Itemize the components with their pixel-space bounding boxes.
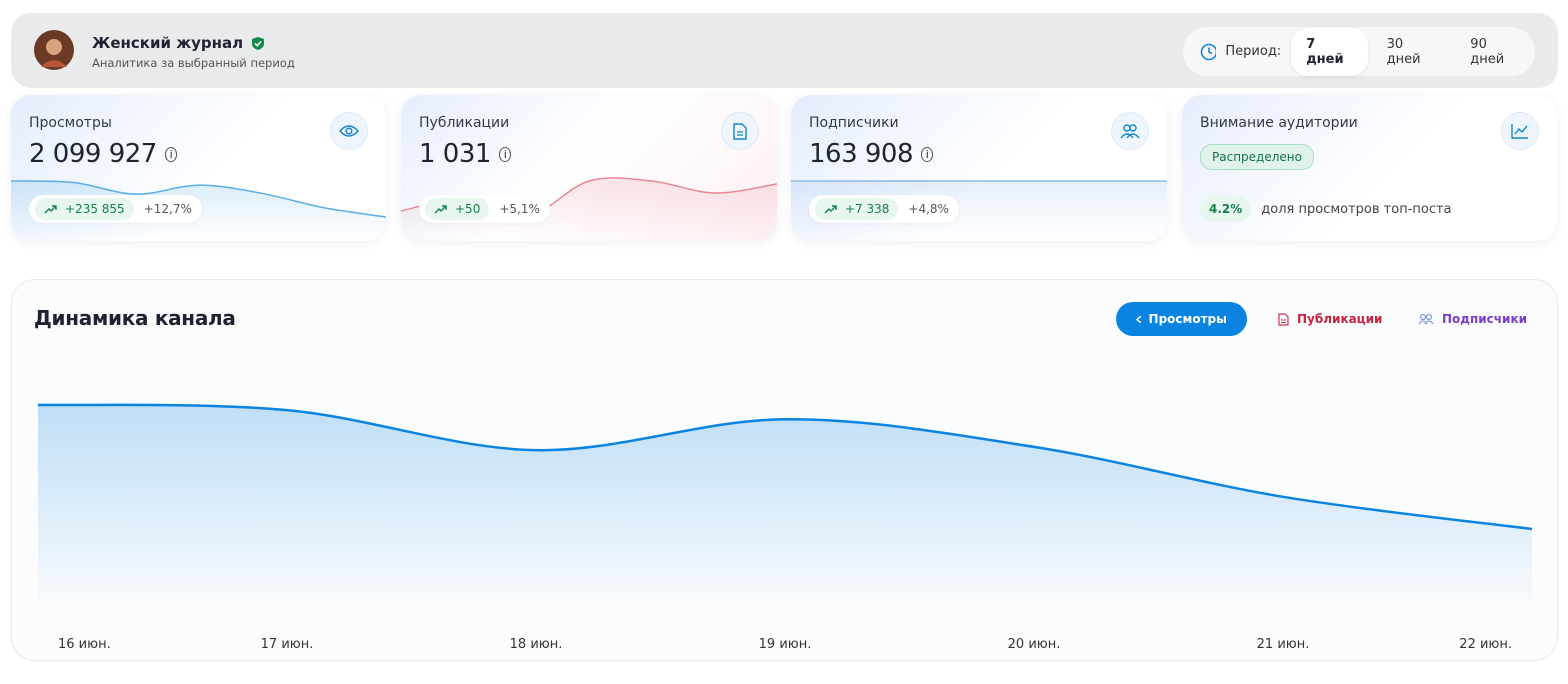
card-title: Публикации <box>419 115 510 131</box>
channel-title-row: Женский журнал <box>92 34 265 52</box>
card-value-text: 1 031 <box>419 139 491 169</box>
period-button[interactable]: 30 дней <box>1386 36 1421 67</box>
change-pill: +50 +5,1% <box>419 195 550 223</box>
avatar <box>34 30 74 70</box>
change-value: +50 <box>455 202 481 216</box>
card-icon <box>1501 112 1539 150</box>
period-selector: Период: 7 дней 30 дней 90 дней <box>1183 27 1535 76</box>
card-value: 2 099 927 i <box>29 139 178 169</box>
card-value: 1 031 i <box>419 139 512 169</box>
period-button[interactable]: 7 дней <box>1291 27 1368 76</box>
channel-subtitle: Аналитика за выбранный период <box>92 56 295 70</box>
x-tick-label: 17 июн. <box>261 637 314 652</box>
share-row: 4.2% доля просмотров топ-поста <box>1200 195 1452 223</box>
card-value-text: 2 099 927 <box>29 139 157 169</box>
change-badge: +50 <box>425 198 490 220</box>
card-icon <box>721 112 759 150</box>
chart-title: Динамика канала <box>34 306 236 330</box>
period-label: Период: <box>1225 44 1282 59</box>
x-tick-label: 21 июн. <box>1257 637 1310 652</box>
change-percent: +5,1% <box>499 202 540 216</box>
metric-card: Просмотры 2 099 927 i +235 855 +12,7% <box>11 95 386 241</box>
channel-title: Женский журнал <box>92 34 244 52</box>
change-pill: +235 855 +12,7% <box>29 195 202 223</box>
x-tick-label: 19 июн. <box>759 637 812 652</box>
area-line <box>37 403 1533 531</box>
change-pill: +7 338 +4,8% <box>809 195 959 223</box>
card-title: Подписчики <box>809 115 899 131</box>
metric-tab[interactable]: Подписчики <box>1398 302 1547 336</box>
change-value: +7 338 <box>845 202 890 216</box>
period-button[interactable]: 90 дней <box>1470 36 1505 67</box>
header: Женский журнал Аналитика за выбранный пе… <box>11 13 1558 88</box>
change-percent: +4,8% <box>908 202 949 216</box>
metric-tab[interactable]: Публикации <box>1258 302 1402 336</box>
status-badge: Распределено <box>1200 144 1314 170</box>
tab-label: Просмотры <box>1148 312 1227 326</box>
x-tick-label: 18 июн. <box>510 637 563 652</box>
clock-icon <box>1200 43 1217 60</box>
share-text: доля просмотров топ-поста <box>1261 201 1452 217</box>
metric-card: Публикации 1 031 i +50 +5,1% <box>401 95 777 241</box>
area-fill <box>38 404 1532 600</box>
card-icon <box>330 112 368 150</box>
tab-label: Подписчики <box>1442 312 1527 326</box>
tab-label: Публикации <box>1297 312 1383 326</box>
metric-tab[interactable]: Просмотры <box>1116 302 1247 336</box>
change-badge: +7 338 <box>815 198 899 220</box>
sparkline-line <box>11 180 386 218</box>
x-tick-label: 20 июн. <box>1008 637 1061 652</box>
x-tick-label: 22 июн. <box>1459 637 1512 652</box>
card-title: Просмотры <box>29 115 112 131</box>
card-title: Внимание аудитории <box>1200 115 1358 131</box>
change-badge: +235 855 <box>35 198 134 220</box>
verified-icon <box>252 36 265 50</box>
sparkline-area <box>401 177 777 241</box>
metric-card: Внимание аудитории Распределено 4.2% дол… <box>1182 95 1557 241</box>
card-value-text: 163 908 <box>809 139 914 169</box>
x-tick-label: 16 июн. <box>58 637 111 652</box>
change-value: +235 855 <box>65 202 125 216</box>
change-percent: +12,7% <box>143 202 192 216</box>
card-icon <box>1111 112 1149 150</box>
metric-card: Подписчики 163 908 i +7 338 +4,8% <box>791 95 1167 241</box>
card-value: 163 908 i <box>809 139 934 169</box>
share-value: 4.2% <box>1200 196 1252 222</box>
